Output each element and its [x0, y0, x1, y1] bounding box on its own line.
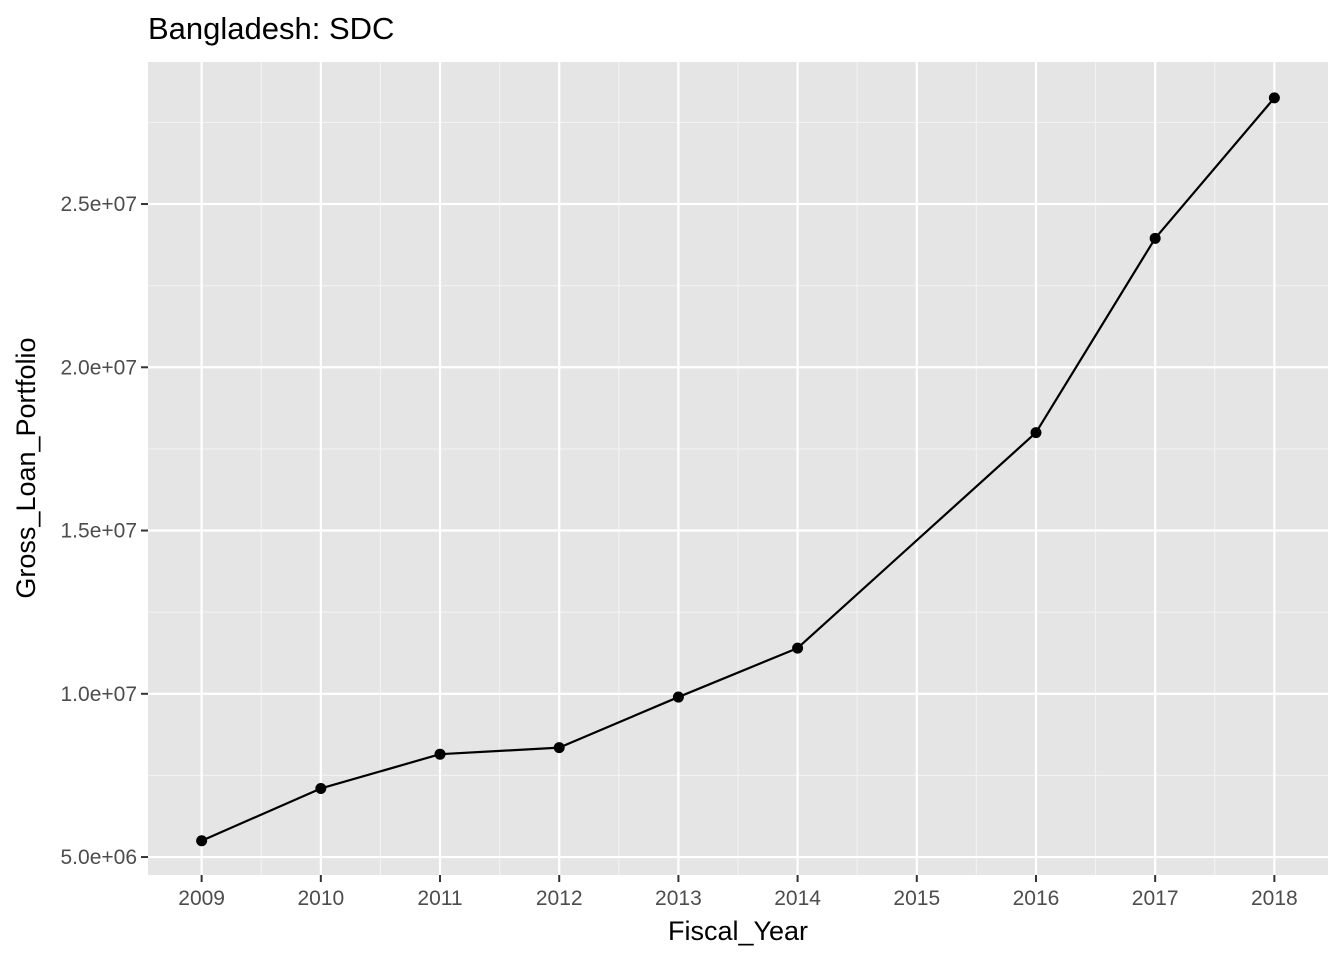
- x-tick-label: 2017: [1132, 887, 1179, 910]
- x-tick-label: 2011: [417, 887, 462, 910]
- chart-title: Bangladesh: SDC: [148, 11, 394, 46]
- x-tick-label: 2018: [1251, 887, 1298, 910]
- data-point: [553, 742, 565, 754]
- x-axis: 2009 2010 2011 2012 2013 2014 2015 2016 2017 2018: [178, 875, 1298, 910]
- y-tick-label: 1.5e+07: [61, 520, 138, 543]
- y-tick-label: 1.0e+07: [61, 683, 138, 706]
- data-point: [792, 642, 804, 654]
- x-tick-label: 2012: [536, 887, 583, 910]
- x-tick-label: 2013: [655, 887, 702, 910]
- series-points: [196, 92, 1280, 847]
- data-point: [1030, 427, 1042, 439]
- x-axis-title: Fiscal_Year: [668, 916, 808, 946]
- data-point: [1268, 92, 1280, 104]
- data-point: [315, 782, 327, 794]
- y-tick-label: 5.0e+06: [61, 846, 138, 869]
- data-point: [1149, 232, 1161, 244]
- y-tick-label: 2.5e+07: [61, 193, 138, 216]
- x-tick-label: 2016: [1013, 887, 1060, 910]
- data-point: [196, 835, 208, 847]
- data-point: [672, 691, 684, 703]
- x-tick-label: 2009: [178, 887, 225, 910]
- x-tick-label: 2015: [893, 887, 940, 910]
- y-tick-label: 2.0e+07: [61, 356, 138, 379]
- x-tick-label: 2014: [774, 887, 821, 910]
- data-point: [434, 748, 446, 760]
- x-tick-label: 2010: [297, 887, 344, 910]
- y-axis-title: Gross_Loan_Portfolio: [11, 337, 41, 598]
- major-gridlines: [148, 62, 1328, 875]
- y-axis: 5.0e+06 1.0e+07 1.5e+07 2.0e+07 2.5e+07: [61, 193, 148, 869]
- minor-gridlines: [148, 62, 1328, 875]
